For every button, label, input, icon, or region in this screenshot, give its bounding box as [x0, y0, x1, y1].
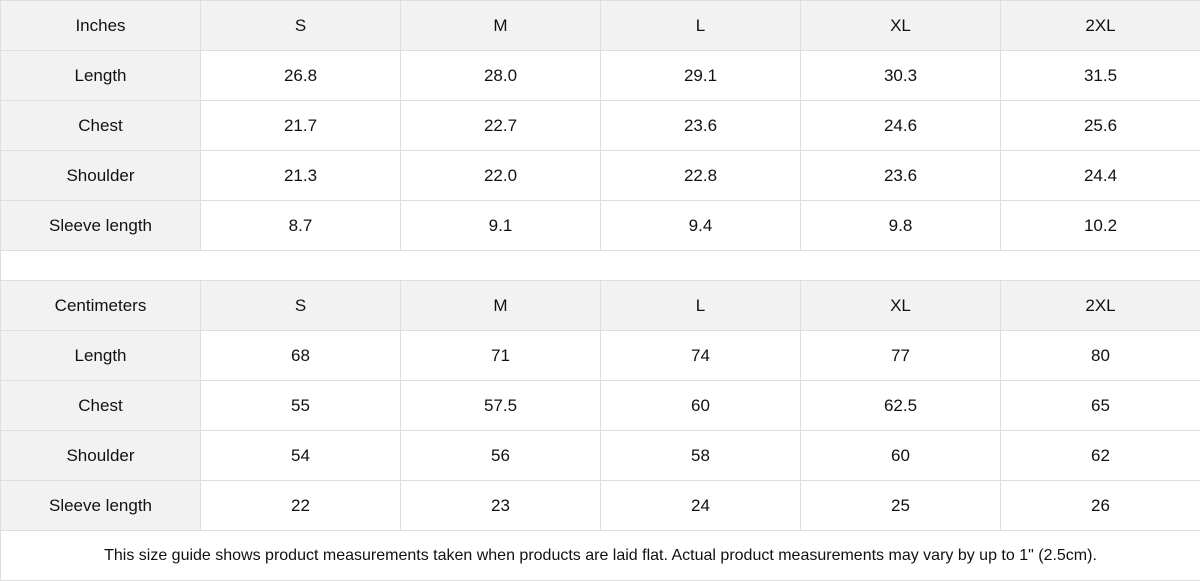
measurement-cell: 9.4 — [601, 201, 801, 251]
size-header: L — [601, 281, 801, 331]
size-header: 2XL — [1001, 281, 1200, 331]
row-label: Shoulder — [1, 151, 201, 201]
measurement-cell: 23.6 — [801, 151, 1001, 201]
measurement-cell: 62.5 — [801, 381, 1001, 431]
measurement-cell: 65 — [1001, 381, 1200, 431]
measurement-cell: 26 — [1001, 481, 1200, 531]
measurement-cell: 57.5 — [401, 381, 601, 431]
row-label: Chest — [1, 101, 201, 151]
size-header: 2XL — [1001, 1, 1200, 51]
unit-label: Centimeters — [1, 281, 201, 331]
measurement-cell: 74 — [601, 331, 801, 381]
row-label: Length — [1, 331, 201, 381]
measurement-cell: 28.0 — [401, 51, 601, 101]
measurement-cell: 31.5 — [1001, 51, 1200, 101]
measurement-cell: 24 — [601, 481, 801, 531]
measurement-cell: 9.1 — [401, 201, 601, 251]
measurement-cell: 8.7 — [201, 201, 401, 251]
measurement-cell: 24.4 — [1001, 151, 1200, 201]
spacer-row — [1, 251, 1200, 281]
measurement-cell: 22.8 — [601, 151, 801, 201]
size-guide-note: This size guide shows product measuremen… — [1, 531, 1200, 581]
unit-label: Inches — [1, 1, 201, 51]
row-label: Sleeve length — [1, 481, 201, 531]
size-header: XL — [801, 1, 1001, 51]
measurement-cell: 56 — [401, 431, 601, 481]
row-label: Chest — [1, 381, 201, 431]
measurement-cell: 22.7 — [401, 101, 601, 151]
size-header: S — [201, 281, 401, 331]
measurement-cell: 60 — [601, 381, 801, 431]
measurement-cell: 60 — [801, 431, 1001, 481]
measurement-cell: 54 — [201, 431, 401, 481]
measurement-cell: 30.3 — [801, 51, 1001, 101]
size-header: L — [601, 1, 801, 51]
measurement-cell: 21.3 — [201, 151, 401, 201]
measurement-cell: 80 — [1001, 331, 1200, 381]
size-header: M — [401, 1, 601, 51]
measurement-cell: 23 — [401, 481, 601, 531]
measurement-cell: 10.2 — [1001, 201, 1200, 251]
measurement-cell: 22.0 — [401, 151, 601, 201]
measurement-cell: 25 — [801, 481, 1001, 531]
measurement-cell: 24.6 — [801, 101, 1001, 151]
size-header: S — [201, 1, 401, 51]
spacer — [1, 251, 1200, 281]
measurement-cell: 68 — [201, 331, 401, 381]
row-label: Sleeve length — [1, 201, 201, 251]
measurement-cell: 71 — [401, 331, 601, 381]
row-label: Length — [1, 51, 201, 101]
measurement-cell: 21.7 — [201, 101, 401, 151]
measurement-cell: 62 — [1001, 431, 1200, 481]
measurement-cell: 77 — [801, 331, 1001, 381]
measurement-cell: 25.6 — [1001, 101, 1200, 151]
measurement-cell: 58 — [601, 431, 801, 481]
measurement-cell: 29.1 — [601, 51, 801, 101]
measurement-cell: 23.6 — [601, 101, 801, 151]
row-label: Shoulder — [1, 431, 201, 481]
note-row: This size guide shows product measuremen… — [1, 531, 1200, 581]
size-header: M — [401, 281, 601, 331]
measurement-cell: 22 — [201, 481, 401, 531]
measurement-cell: 55 — [201, 381, 401, 431]
measurement-cell: 26.8 — [201, 51, 401, 101]
measurement-cell: 9.8 — [801, 201, 1001, 251]
size-header: XL — [801, 281, 1001, 331]
